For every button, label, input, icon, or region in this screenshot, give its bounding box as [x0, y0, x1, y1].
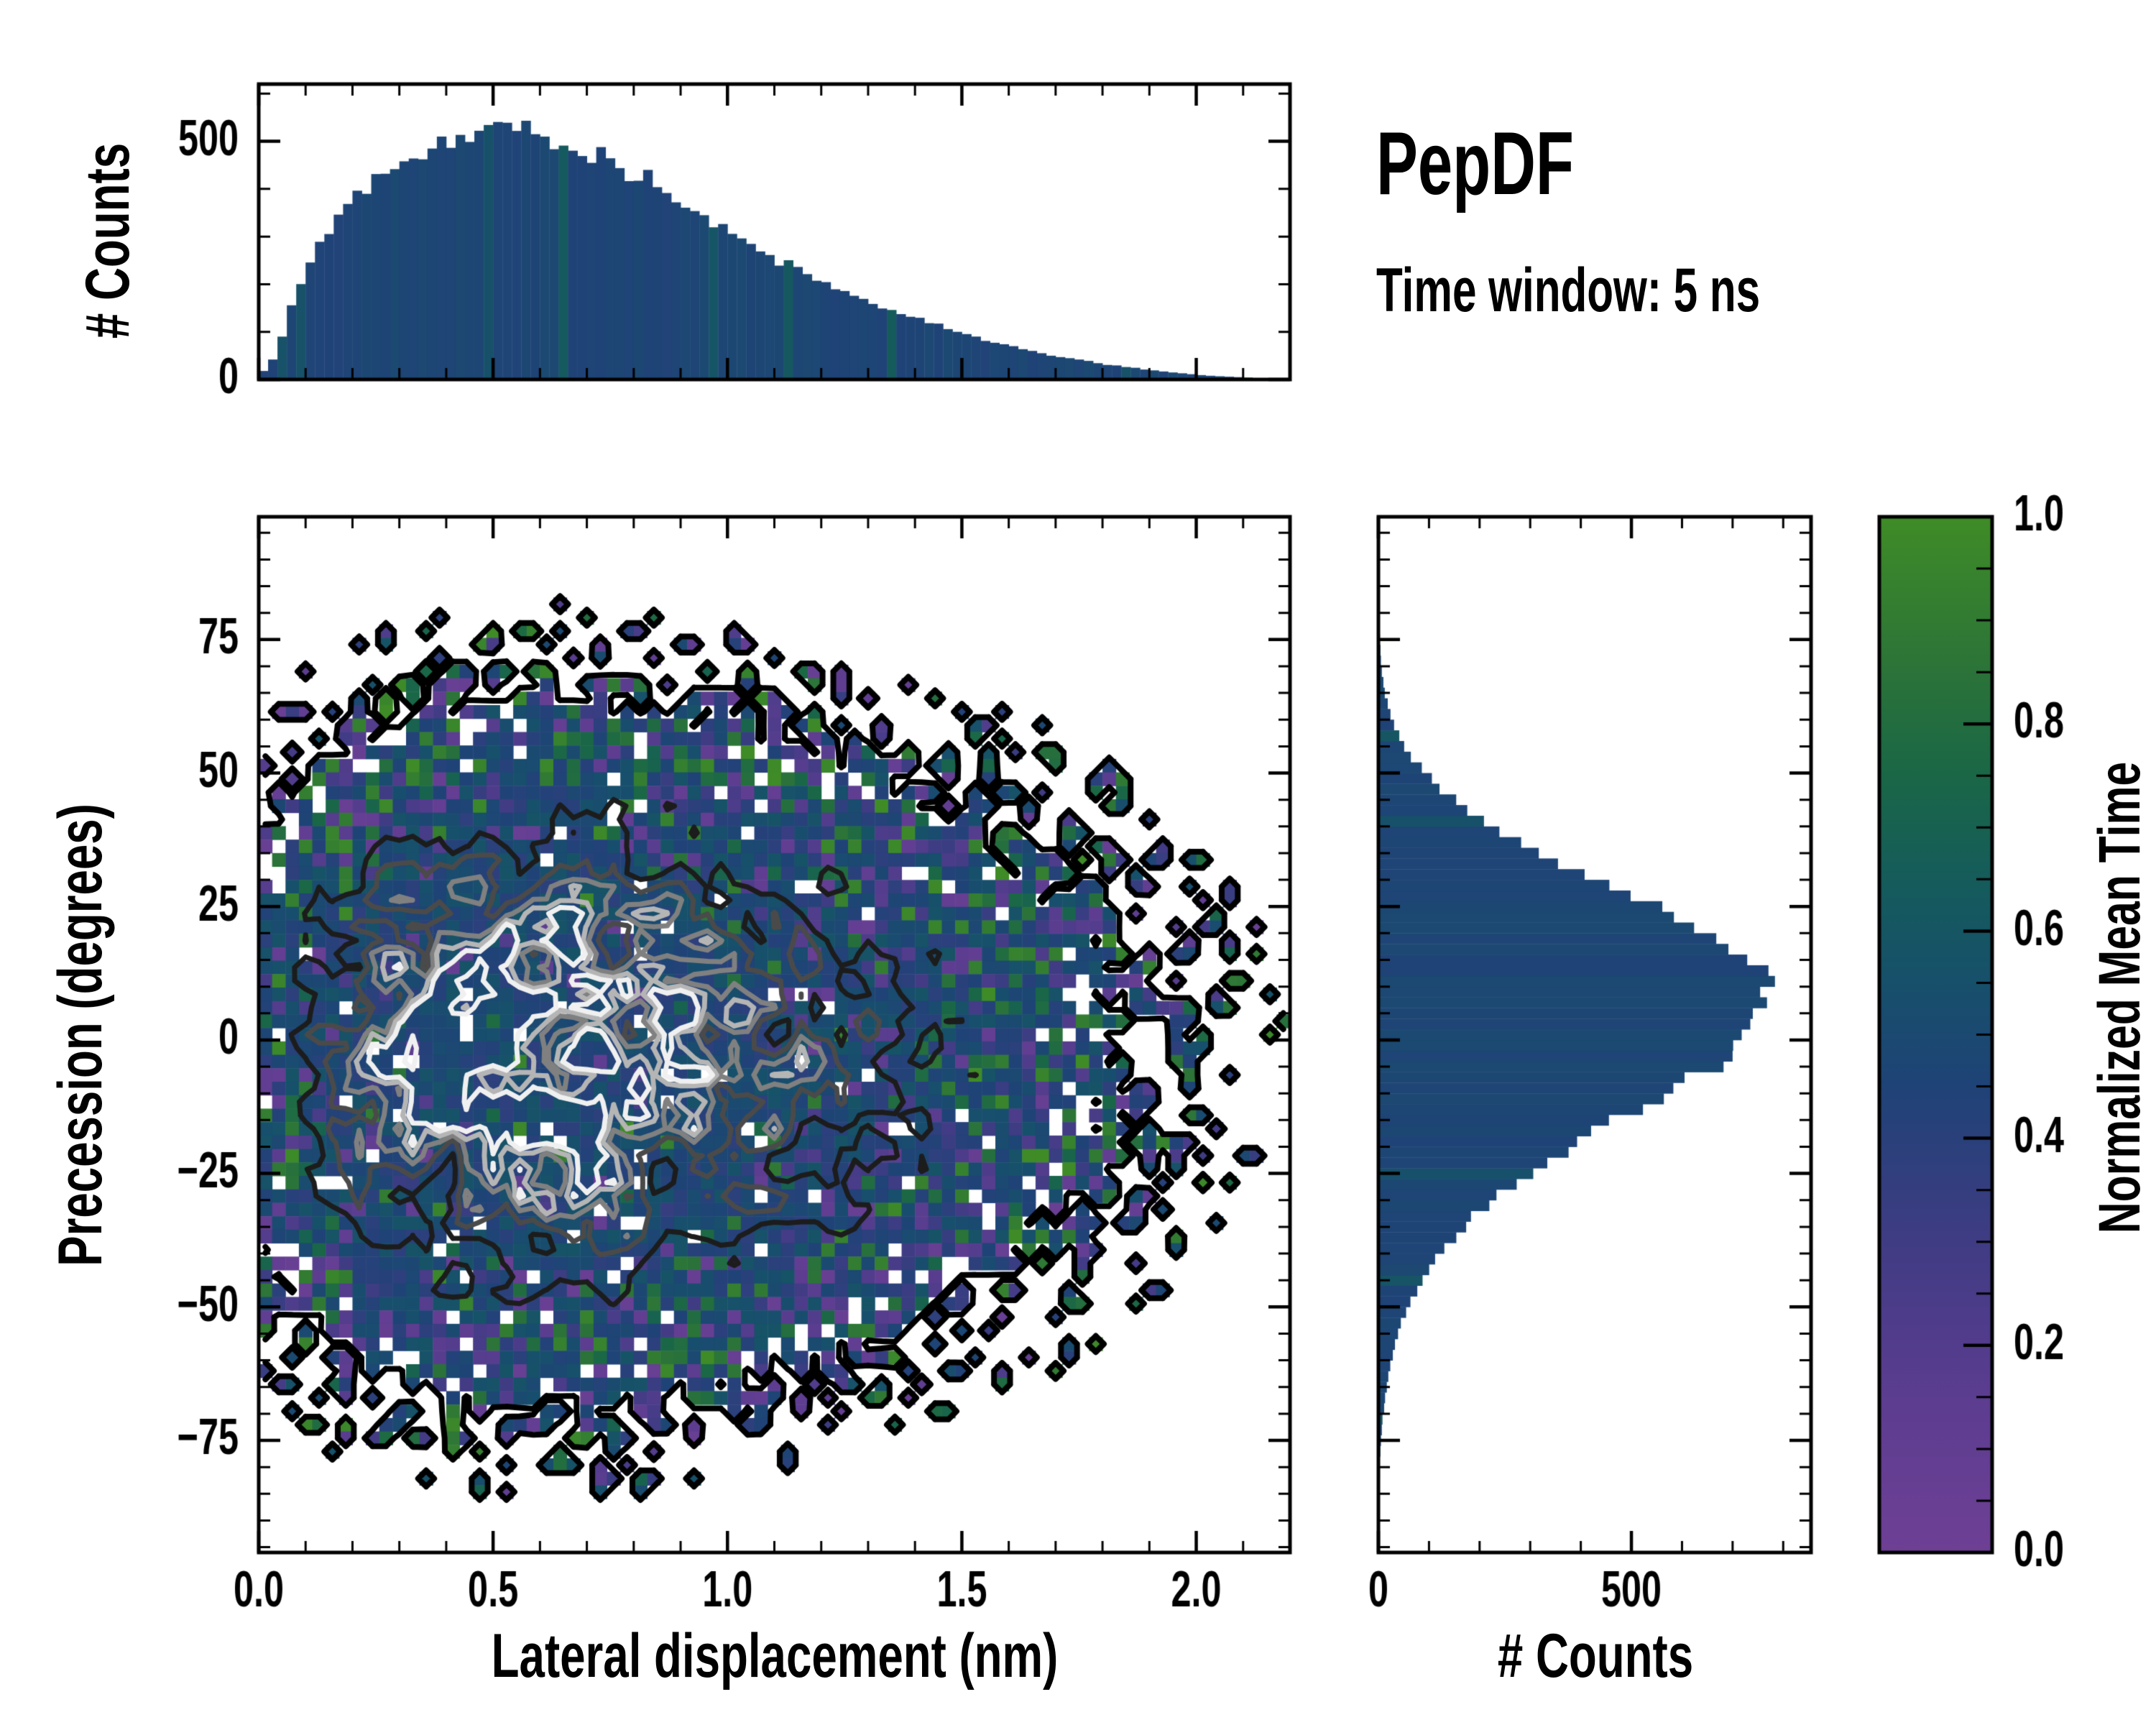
right-hist-xlabel: # Counts [1497, 1622, 1694, 1690]
plot-title: PepDF [1376, 114, 1574, 213]
main-ylabel: Precession (degrees) [46, 804, 115, 1266]
main-xlabel: Lateral displacement (nm) [491, 1622, 1059, 1690]
colorbar-label: Normalized Mean Time [2087, 761, 2152, 1234]
plot-subtitle: Time window: 5 ns [1376, 256, 1761, 325]
top-hist-ylabel: # Counts [73, 142, 142, 339]
